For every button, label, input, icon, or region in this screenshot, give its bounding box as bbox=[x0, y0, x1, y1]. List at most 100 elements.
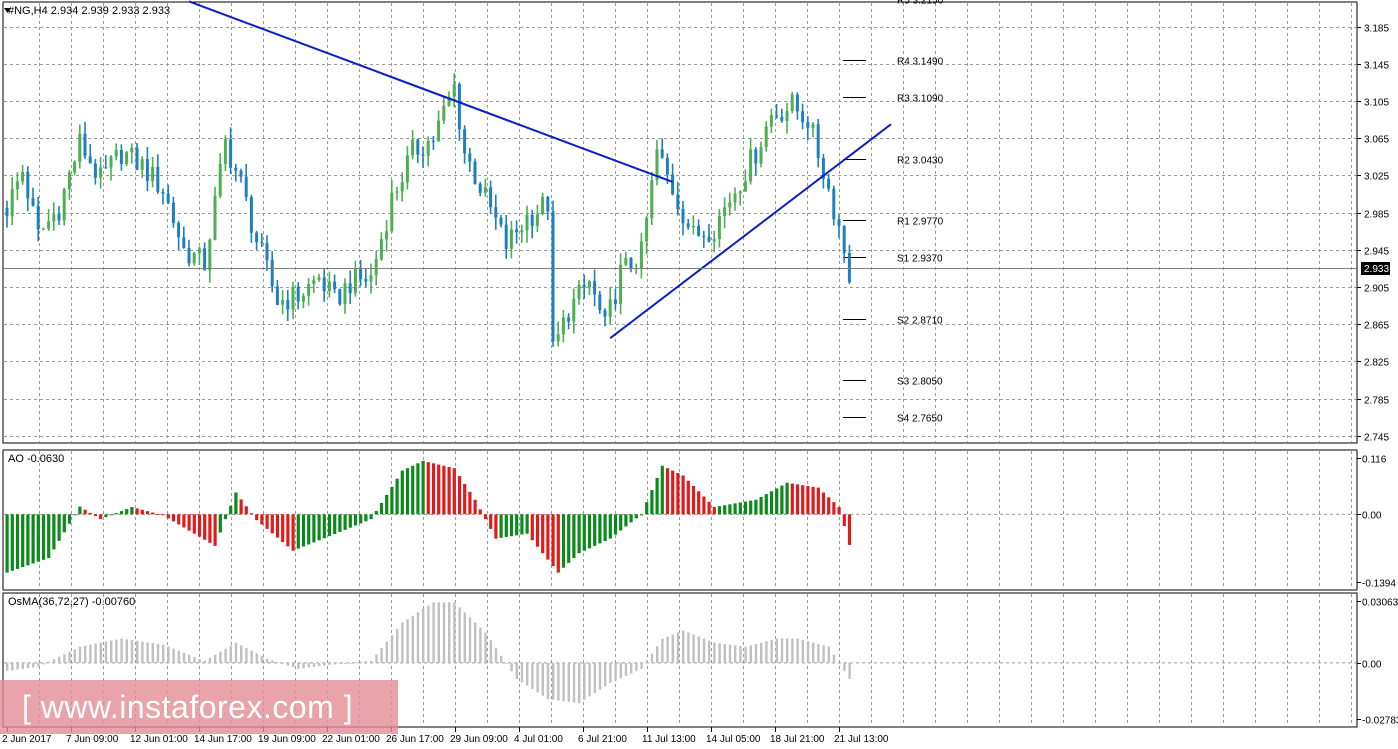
bull-candle-body bbox=[577, 284, 581, 299]
osma-bar bbox=[500, 655, 503, 663]
bear-candle-body bbox=[348, 283, 352, 294]
osma-bar bbox=[307, 662, 310, 668]
ao-bar bbox=[333, 514, 337, 535]
osma-bar bbox=[661, 638, 664, 663]
ao-bar bbox=[525, 514, 529, 534]
osma-bar bbox=[172, 648, 175, 663]
osma-bar bbox=[567, 662, 570, 702]
osma-bar bbox=[78, 646, 82, 663]
osma-bar bbox=[21, 662, 24, 669]
bear-candle-body bbox=[473, 161, 477, 184]
bear-candle-body bbox=[88, 156, 92, 164]
trendline[interactable] bbox=[609, 123, 892, 339]
ao-bar bbox=[93, 514, 98, 517]
bear-candle-body bbox=[135, 147, 139, 170]
ao-bar bbox=[192, 514, 196, 534]
ao-scale[interactable]: 0.116 0.00 -0.1394 bbox=[1357, 455, 1396, 590]
osma-bar bbox=[11, 662, 14, 671]
ao-bar bbox=[296, 514, 300, 549]
ao-histogram bbox=[5, 460, 852, 573]
osma-bar bbox=[531, 662, 534, 690]
trendlines[interactable] bbox=[188, 0, 892, 339]
bull-candle-body bbox=[353, 268, 357, 294]
price-scale[interactable]: 3.185 3.145 3.105 3.065 3.025 2.985 2.945 2.905… bbox=[1357, 24, 1389, 444]
ao-bar bbox=[629, 514, 633, 523]
pivot-level-label: R5 3.2150 bbox=[897, 0, 944, 7]
current-price-marker: 2.933 bbox=[1361, 262, 1390, 275]
bear-candle-body bbox=[31, 198, 35, 206]
bull-candle-body bbox=[99, 167, 103, 178]
osma-bar bbox=[47, 661, 50, 663]
bear-candle-body bbox=[260, 242, 264, 244]
bear-candle-body bbox=[665, 157, 669, 175]
bull-candle-body bbox=[639, 241, 643, 269]
ao-bar bbox=[697, 491, 701, 515]
osma-bar bbox=[203, 660, 206, 663]
ao-bar bbox=[374, 511, 378, 515]
bull-candle-body bbox=[291, 286, 295, 310]
ao-bar bbox=[795, 484, 800, 515]
osma-bar bbox=[536, 662, 539, 693]
time-tick-label: 6 Jul 21:00 bbox=[578, 734, 627, 745]
osma-bar bbox=[749, 645, 752, 663]
ao-bar bbox=[166, 514, 170, 519]
ao-bar bbox=[816, 487, 820, 515]
osma-bar bbox=[713, 642, 716, 663]
osma-bar bbox=[167, 646, 170, 663]
ao-bar bbox=[145, 511, 150, 515]
osma-bar bbox=[739, 646, 742, 663]
osma-bar bbox=[630, 662, 633, 674]
osma-bar bbox=[229, 645, 232, 663]
bear-candle-body bbox=[26, 171, 30, 199]
osma-bar bbox=[546, 662, 550, 700]
bear-candle-body bbox=[567, 317, 571, 322]
osma-bar bbox=[416, 612, 420, 663]
ao-bar bbox=[322, 514, 326, 539]
osma-bar bbox=[604, 662, 607, 687]
bear-candle-body bbox=[842, 226, 846, 254]
osma-scale[interactable]: 0.03063 0.00 -0.02783 bbox=[1357, 598, 1398, 727]
ao-bar bbox=[665, 468, 670, 515]
bear-candle-body bbox=[603, 310, 607, 317]
osma-bar bbox=[42, 662, 45, 665]
osma-bar bbox=[468, 617, 472, 663]
osma-bar bbox=[385, 641, 388, 663]
bull-candle-body bbox=[525, 214, 529, 231]
osma-bar bbox=[188, 654, 191, 663]
osma-bar bbox=[572, 662, 576, 703]
ao-bar bbox=[57, 514, 61, 541]
ao-bar bbox=[463, 483, 467, 515]
ao-bar bbox=[733, 503, 737, 515]
trendline[interactable] bbox=[188, 0, 673, 183]
osma-bar bbox=[427, 605, 430, 663]
price-panel[interactable]: R5 3.2150 R4 3.1490 R3 3.1090 R2 3.0430 R1 2… bbox=[2, 0, 1358, 444]
osma-bar bbox=[780, 638, 784, 663]
ao-panel[interactable]: AO -0.0630 bbox=[2, 449, 1358, 591]
osma-bar bbox=[89, 644, 92, 663]
bull-candle-body bbox=[125, 152, 129, 165]
osma-bar bbox=[640, 662, 643, 669]
bull-candle-body bbox=[811, 124, 815, 128]
ao-bar bbox=[717, 506, 722, 515]
osma-bar bbox=[578, 662, 581, 704]
bear-candle-body bbox=[166, 193, 170, 203]
osma-bar bbox=[801, 639, 804, 663]
osma-bar bbox=[141, 641, 144, 663]
ao-bar bbox=[114, 513, 118, 515]
price-tick-label: 2.945 bbox=[1364, 247, 1389, 258]
bull-candle-body bbox=[437, 120, 441, 142]
bear-candle-body bbox=[816, 124, 820, 158]
bear-candle-body bbox=[707, 236, 711, 242]
ao-bar bbox=[343, 514, 347, 530]
ao-bar bbox=[400, 470, 404, 515]
ao-tick-label: -0.1394 bbox=[1362, 579, 1396, 590]
ao-bar bbox=[785, 482, 789, 515]
osma-tick-label: -0.02783 bbox=[1362, 716, 1398, 727]
osma-bar bbox=[827, 646, 830, 663]
bear-candle-body bbox=[697, 225, 701, 236]
chart-menu-arrow-icon[interactable] bbox=[4, 8, 11, 13]
osma-bar bbox=[318, 662, 321, 667]
ao-bar bbox=[312, 514, 316, 543]
osma-bar bbox=[63, 654, 66, 663]
time-scale[interactable]: 2 Jun 2017 7 Jun 09:00 12 Jun 01:00 14 Jun … bbox=[2, 727, 889, 745]
